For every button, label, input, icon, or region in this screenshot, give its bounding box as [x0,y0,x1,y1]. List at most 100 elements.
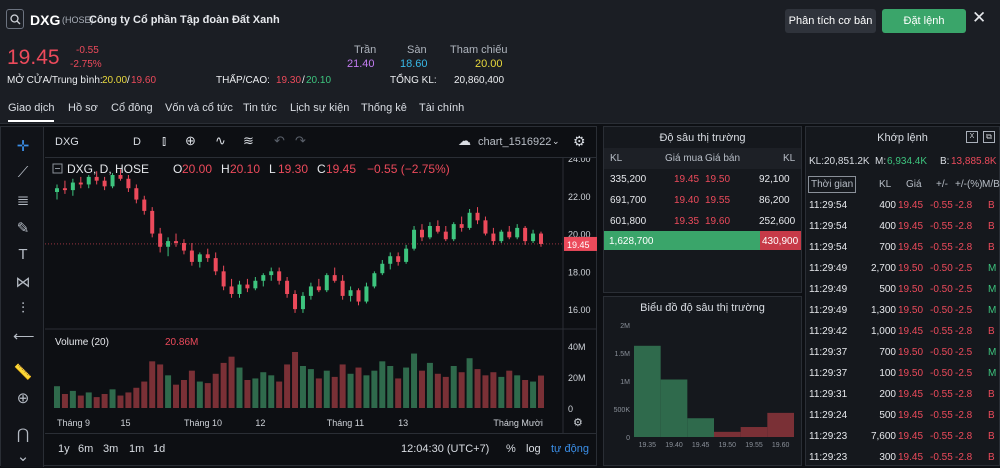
fib-tool-icon[interactable]: ≣ [16,192,30,209]
change-pct-cell: -2.8 [955,326,973,337]
excel-export-icon[interactable]: X [966,131,978,143]
candle-body [515,227,520,238]
log-toggle[interactable]: log [526,443,541,455]
depth-row[interactable]: 601,800 19.35 19.60 252,600 [604,211,801,232]
depth-x-tick: 19.40 [665,442,683,449]
range-3m[interactable]: 3m [103,443,119,455]
col-time[interactable]: Thời gian [808,176,857,193]
add-indicator-icon[interactable]: ⊕ [185,133,196,148]
depth-row[interactable]: 335,200 19.45 19.50 92,100 [604,169,801,190]
ruler-icon[interactable]: 📏 [13,364,33,381]
range-1y[interactable]: 1y [58,443,70,455]
volume-bar [315,378,322,408]
side-cell: M [988,368,997,379]
pattern-tool-icon[interactable]: ⋈ [15,274,31,291]
interval-selector[interactable]: D [133,136,141,148]
indicators-icon[interactable]: ∿ [215,133,226,148]
tab-events[interactable]: Lịch sự kiện [290,102,350,114]
volume-cell: 700 [879,347,896,358]
depth-bid-step [687,418,714,437]
candlestick-chart[interactable]: 24.00 22.00 20.00 18.00 16.00 19.45 DXG, D, HO… [45,158,597,433]
matched-row[interactable]: 11:29:37 100 19.50 -0.50 -2.5 M [806,363,999,384]
depth-row[interactable]: 691,700 19.40 19.55 86,200 [604,190,801,211]
volume-bar [331,376,338,408]
close-icon[interactable]: ✕ [972,8,987,27]
volume-bar [54,386,60,408]
compare-icon[interactable]: ≋ [243,133,254,148]
matched-row[interactable]: 11:29:42 1,000 19.45 -0.55 -2.8 B [806,321,999,342]
search-icon [10,14,21,25]
text-tool-icon[interactable]: T [18,246,28,263]
fundamental-analysis-button[interactable]: Phân tích cơ bản [785,9,876,33]
expand-icon[interactable]: ⧉ [983,131,995,143]
ask-volume-cell: 92,100 [759,174,790,185]
matched-row[interactable]: 11:29:49 1,300 19.50 -0.50 -2.5 M [806,300,999,321]
matched-row[interactable]: 11:29:49 2,700 19.50 -0.50 -2.5 M [806,258,999,279]
side-cell: B [988,410,995,421]
matched-volume-label: KL: [809,156,825,167]
volume-bar [220,362,227,408]
percent-toggle[interactable]: % [506,443,516,455]
matched-row[interactable]: 11:29:31 200 19.45 -0.55 -2.8 B [806,384,999,405]
volume-bar [180,380,187,408]
chart-layout-name[interactable]: chart_1516922 [478,136,552,148]
legend-collapse-icon[interactable] [52,163,63,174]
tab-news[interactable]: Tin tức [243,102,277,114]
tab-capital-dividend[interactable]: Vốn và cổ tức [165,102,233,114]
volume-bar [466,358,473,408]
cloud-icon[interactable]: ☁ [458,133,471,148]
floor-price: 18.60 [400,58,428,70]
axis-settings-icon[interactable]: ⚙ [573,417,583,429]
matched-row[interactable]: 11:29:23 7,600 19.45 -0.55 -2.8 B [806,426,999,447]
candle-body [348,290,353,296]
auto-scale-toggle[interactable]: tự động [551,443,589,455]
matched-row[interactable]: 11:29:54 400 19.45 -0.55 -2.8 B [806,216,999,237]
volume-label: Volume (20) [55,337,109,348]
range-1d[interactable]: 1d [153,443,166,455]
chevron-down-icon[interactable]: ⌄ [16,448,30,465]
place-order-button[interactable]: Đặt lệnh [882,9,966,33]
range-1m[interactable]: 1m [129,443,145,455]
low-price: 19.30 [276,75,302,86]
header-bar: DXG (HOSE) Công ty Cổ phần Tập đoàn Đất … [0,0,1000,44]
tab-statistics[interactable]: Thống kê [361,102,407,114]
candle-body [356,290,361,302]
layout-dropdown-icon[interactable]: ⌄ [552,136,560,146]
candle-body [134,188,139,200]
time-cell: 11:29:42 [809,326,848,337]
undo-icon[interactable]: ↶ [274,133,285,148]
back-arrow-icon[interactable]: ⟵ [13,328,35,345]
bar-style-icon[interactable]: ⫾ [162,133,167,148]
brush-icon[interactable]: ✎ [16,220,30,237]
magnet-icon[interactable]: ⋂ [16,426,30,443]
volume-bar [276,381,283,408]
range-6m[interactable]: 6m [78,443,94,455]
zoom-in-icon[interactable]: ⊕ [16,390,30,407]
gear-icon[interactable]: ⚙ [573,133,586,149]
tab-profile[interactable]: Hồ sơ [68,102,98,114]
redo-icon[interactable]: ↷ [295,133,306,148]
price-change: -0.55 [76,45,99,56]
matched-row[interactable]: 11:29:54 400 19.45 -0.55 -2.8 B [806,195,999,216]
matched-row[interactable]: 11:29:54 700 19.45 -0.55 -2.8 B [806,237,999,258]
chart-clock: 12:04:30 (UTC+7) [401,443,490,455]
matched-row[interactable]: 11:29:23 300 19.45 -0.55 -2.8 B [806,447,999,468]
matched-row[interactable]: 11:29:37 700 19.50 -0.50 -2.5 M [806,342,999,363]
tab-financials[interactable]: Tài chính [419,102,465,114]
price-tick-label: 16.00 [568,305,591,315]
legend-value: 19.30 [278,162,308,176]
volume-bar [165,375,172,408]
tab-trading[interactable]: Giao dịch [8,102,55,122]
change-pct-cell: -2.8 [955,431,973,442]
search-button[interactable] [6,9,24,29]
volume-bar [490,372,497,408]
trendline-icon[interactable]: ⟋ [17,164,29,181]
change-pct-cell: -2.5 [955,305,973,316]
matched-row[interactable]: 11:29:49 500 19.50 -0.50 -2.5 M [806,279,999,300]
forecast-tool-icon[interactable]: ⫶ [21,300,25,317]
legend-key: O [173,162,182,176]
chart-symbol[interactable]: DXG [55,136,79,148]
tab-shareholders[interactable]: Cổ đông [111,102,153,114]
crosshair-icon[interactable]: ✛ [16,138,30,155]
matched-row[interactable]: 11:29:24 500 19.45 -0.55 -2.8 B [806,405,999,426]
